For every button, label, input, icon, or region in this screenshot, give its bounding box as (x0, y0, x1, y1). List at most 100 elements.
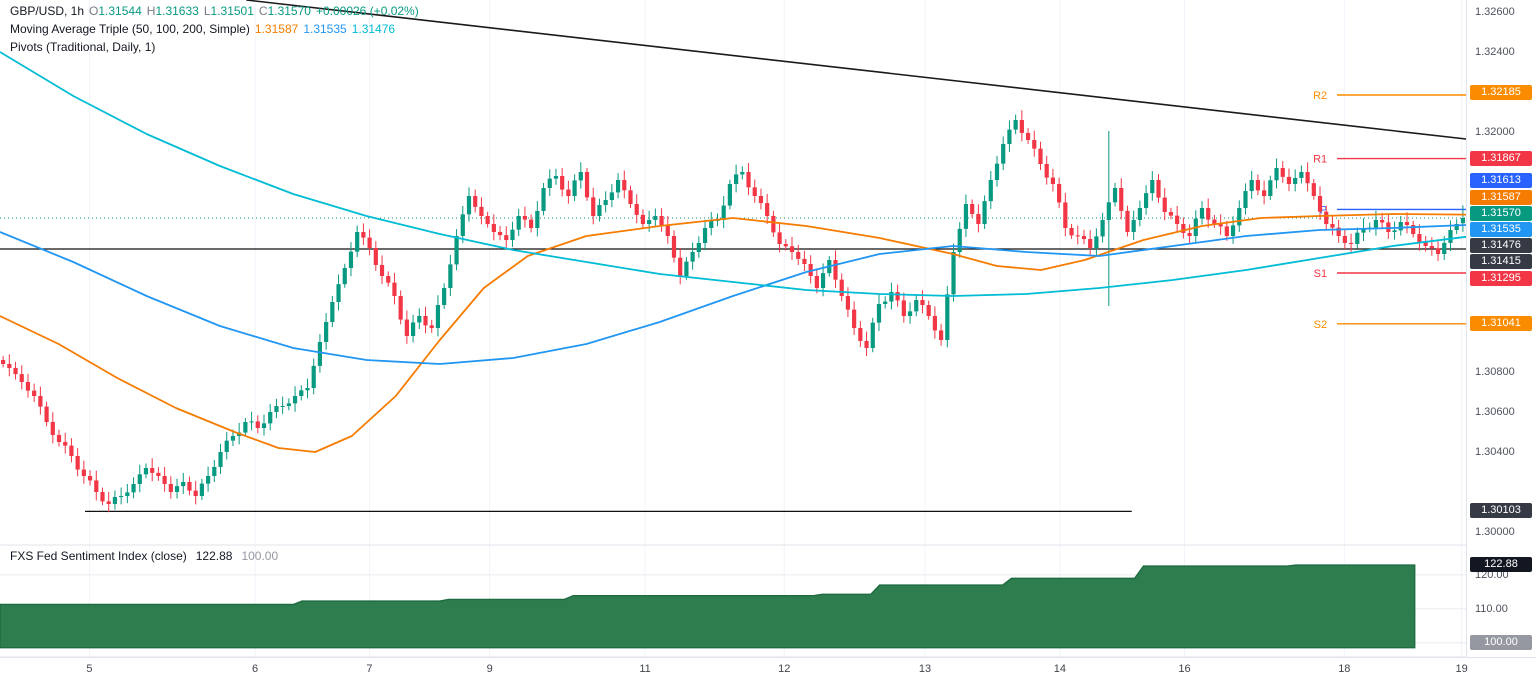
candle-body (839, 279, 844, 296)
candle-body (1199, 208, 1205, 219)
candle-body (609, 192, 614, 200)
candle-body (1081, 236, 1087, 240)
price-tick-label: 1.32600 (1475, 6, 1515, 18)
candle-body (174, 486, 180, 492)
candle-body (727, 184, 732, 206)
candle-body (143, 468, 149, 475)
candle-body (1162, 197, 1167, 212)
candle-body (758, 196, 764, 204)
candle-body (914, 300, 919, 312)
candle-body (876, 304, 882, 323)
candle-body (1156, 180, 1161, 198)
time-axis[interactable]: 5 6 7 9 11 12 13 14 16 18 19 (0, 657, 1536, 682)
ma-legend-row[interactable]: Moving Average Triple (50, 100, 200, Sim… (10, 22, 419, 40)
candle-body (348, 251, 354, 268)
candle-body (1100, 220, 1105, 237)
candle-body (1417, 234, 1422, 243)
candle-body (665, 225, 670, 236)
price-badge: 1.31867 (1470, 151, 1532, 166)
price-badge: 1.30103 (1470, 503, 1532, 518)
main-chart-canvas[interactable]: R2 R1 P S1 S2 (0, 0, 1536, 657)
candle-body (901, 300, 906, 316)
candle-body (181, 482, 186, 487)
candle-body (435, 305, 441, 328)
pivots-legend-row[interactable]: Pivots (Traditional, Daily, 1) (10, 40, 419, 58)
candle-body (454, 236, 459, 265)
candle-body (696, 242, 701, 252)
sentiment-legend-row[interactable]: FXS Fed Sentiment Index (close) 122.88 1… (10, 549, 278, 563)
candle-body (442, 288, 447, 306)
candle-body (1230, 225, 1236, 236)
price-axis[interactable]: 1.32600 1.32400 1.32000 1.30800 1.30600 1.304… (1466, 0, 1536, 657)
candle-body (1, 360, 6, 364)
candle-body (647, 219, 652, 224)
candle-body (1125, 210, 1130, 232)
candle-body (622, 180, 627, 191)
sentiment-tick-label: 110.00 (1475, 602, 1508, 615)
candle-body (690, 252, 695, 262)
candle-body (417, 316, 422, 323)
candle-body (1442, 242, 1447, 254)
candle-body (330, 302, 335, 322)
candle-body (25, 382, 31, 391)
candle-body (1094, 236, 1099, 248)
time-tick-label: 19 (1455, 663, 1468, 675)
candle-body (1348, 242, 1354, 244)
candle-body (392, 282, 397, 296)
candle-body (553, 176, 559, 179)
candle-body (765, 203, 770, 216)
candle-body (1224, 226, 1229, 236)
candlesticks (1, 110, 1465, 513)
symbol-legend-row[interactable]: GBP/USD, 1h O1.31544 H1.31633 L1.31501 C… (10, 4, 419, 22)
pivot-label-r2: R2 (1313, 90, 1327, 102)
candle-body (976, 213, 981, 224)
candle-body (193, 490, 198, 496)
candle-body (63, 442, 68, 446)
trendline-drawing[interactable] (246, 0, 1467, 140)
time-tick-label: 7 (366, 663, 373, 675)
candle-body (1243, 191, 1248, 208)
candle-body (205, 476, 211, 484)
price-badge: 1.31587 (1470, 190, 1532, 205)
candle-body (1460, 218, 1465, 224)
candle-body (1336, 227, 1341, 236)
candle-body (367, 237, 372, 248)
pivot-label-s1: S1 (1314, 268, 1327, 280)
candle-body (1299, 172, 1304, 178)
candle-body (640, 214, 646, 224)
candle-body (1013, 120, 1018, 130)
low-label: L (203, 4, 211, 18)
candle-body (100, 492, 105, 502)
candle-body (1075, 235, 1080, 237)
candle-body (982, 201, 987, 224)
candle-body (479, 206, 484, 216)
candle-body (833, 260, 838, 280)
time-tick-label: 16 (1178, 663, 1191, 675)
candle-body (1025, 132, 1031, 140)
candle-body (895, 292, 900, 301)
candle-body (566, 189, 571, 196)
candle-body (1380, 220, 1385, 223)
ma-indicator-title: Moving Average Triple (50, 100, 200, Sim… (10, 22, 250, 36)
candle-body (50, 422, 55, 435)
candle-body (119, 496, 124, 498)
candle-body (1019, 120, 1024, 133)
close-field: C1.31570 (259, 4, 311, 18)
candle-body (460, 214, 465, 236)
sentiment-badge: 122.88 (1470, 557, 1532, 573)
symbol-title: GBP/USD, 1h (10, 4, 85, 18)
sentiment-indicator-title: FXS Fed Sentiment Index (close) (10, 549, 187, 563)
candle-body (497, 232, 503, 236)
candle-body (1187, 232, 1192, 236)
candle-body (721, 205, 726, 220)
candle-body (771, 216, 776, 233)
price-tick-label: 1.32400 (1475, 46, 1515, 58)
close-value: 1.31570 (267, 4, 311, 18)
candle-body (516, 216, 521, 230)
candle-body (858, 328, 863, 341)
candle-body (1324, 211, 1329, 224)
candle-body (1280, 168, 1285, 177)
candle-body (845, 296, 851, 310)
candle-body (125, 492, 130, 496)
candle-body (1057, 184, 1062, 203)
